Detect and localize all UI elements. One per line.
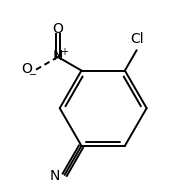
Text: O: O — [52, 22, 63, 36]
Text: O: O — [21, 62, 32, 76]
Text: N: N — [49, 169, 60, 184]
Text: −: − — [29, 70, 37, 79]
Text: Cl: Cl — [130, 32, 144, 46]
Text: N: N — [53, 49, 63, 63]
Text: +: + — [60, 47, 68, 57]
